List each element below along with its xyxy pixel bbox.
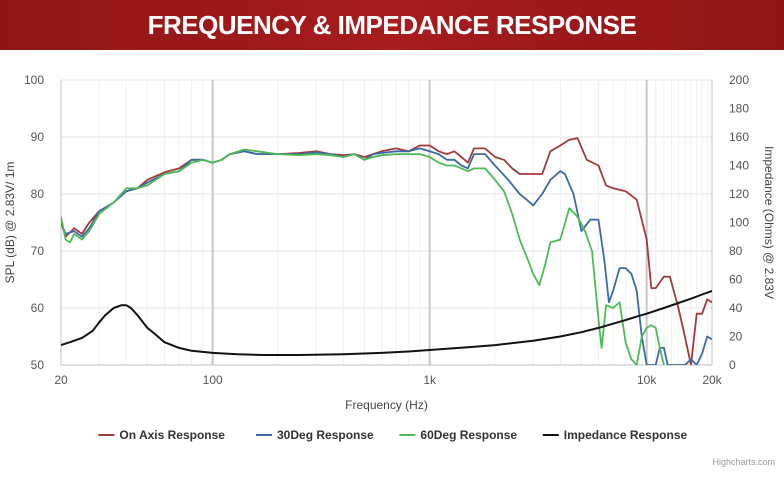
legend-label: 30Deg Response xyxy=(277,428,374,442)
legend-item-30deg-response[interactable]: 30Deg Response xyxy=(256,428,374,442)
grid-lines xyxy=(60,79,713,366)
y2-axis-title: Impedance (Ohms) @ 2.83V xyxy=(762,146,776,299)
x-tick-label: 10k xyxy=(637,373,657,387)
chart-title: FREQUENCY & IMPEDANCE RESPONSE xyxy=(147,10,637,40)
legend: On Axis Response 30Deg Response 60Deg Resp… xyxy=(98,428,688,442)
y-tick-label: 100 xyxy=(24,73,44,87)
y2-tick-label: 120 xyxy=(729,187,749,201)
x-tick-label: 1k xyxy=(423,373,437,387)
y-tick-label: 50 xyxy=(31,358,45,372)
legend-item-impedance-response[interactable]: Impedance Response xyxy=(542,428,688,442)
y2-tick-label: 40 xyxy=(729,301,743,315)
title-banner: FREQUENCY & IMPEDANCE RESPONSE xyxy=(0,0,784,50)
x-axis-title: Frequency (Hz) xyxy=(345,398,428,412)
legend-label: 60Deg Response xyxy=(420,428,517,442)
x-tick-label: 100 xyxy=(203,373,223,387)
y-tick-label: 70 xyxy=(31,244,45,258)
y-axis-title: SPL (dB) @ 2.83V/ 1m xyxy=(3,162,17,284)
impedance-response-line xyxy=(61,289,712,356)
y2-tick-label: 100 xyxy=(729,216,749,230)
series-lines xyxy=(61,137,712,365)
30deg-response-line xyxy=(61,147,712,365)
chart: 50 60 70 80 90 100 0 20 40 60 80 100 120 140 160 180 200… xyxy=(3,73,776,467)
y2-tick-label: 0 xyxy=(729,358,736,372)
legend-item-60deg-response[interactable]: 60Deg Response xyxy=(399,428,517,442)
credits-link[interactable]: Highcharts.com xyxy=(712,457,775,467)
x-tick-label: 20 xyxy=(54,373,68,387)
y-tick-label: 90 xyxy=(31,130,45,144)
y-tick-label: 80 xyxy=(31,187,45,201)
y2-tick-label: 20 xyxy=(729,330,743,344)
y2-tick-label: 80 xyxy=(729,244,743,258)
on-axis-response-line xyxy=(61,137,712,365)
60deg-response-line xyxy=(61,148,665,365)
legend-item-on-axis-response[interactable]: On Axis Response xyxy=(98,428,225,442)
y2-tick-label: 140 xyxy=(729,159,749,173)
y2-tick-label: 160 xyxy=(729,130,749,144)
legend-label: Impedance Response xyxy=(564,428,688,442)
legend-label: On Axis Response xyxy=(119,428,225,442)
axes: 50 60 70 80 90 100 0 20 40 60 80 100 120 140 160 180 200… xyxy=(3,73,776,412)
y2-tick-label: 200 xyxy=(729,73,749,87)
y2-tick-label: 180 xyxy=(729,102,749,116)
y2-tick-label: 60 xyxy=(729,273,743,287)
y-tick-label: 60 xyxy=(31,301,45,315)
x-tick-label: 20k xyxy=(702,373,722,387)
